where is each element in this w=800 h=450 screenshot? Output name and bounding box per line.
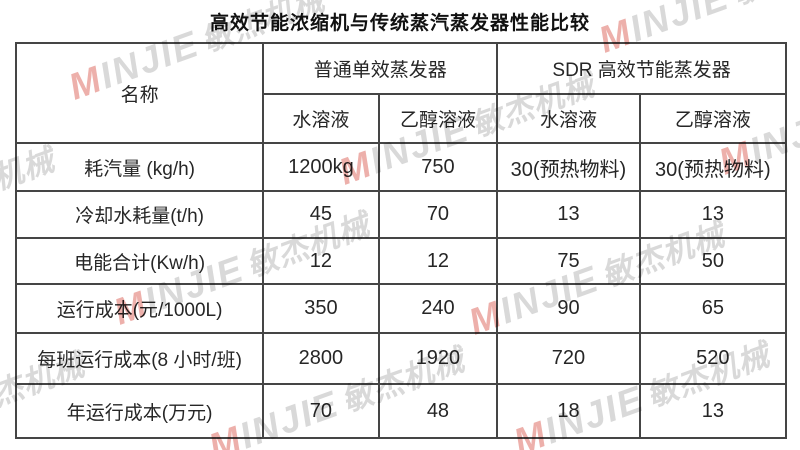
cell-value: 50 [638, 237, 788, 285]
cell-value: 720 [496, 332, 641, 385]
cell-value: 1200kg [262, 142, 380, 192]
cell-value: 70 [262, 383, 380, 439]
cell-value: 13 [638, 190, 788, 239]
row-label-electric-power: 电能合计(Kw/h) [14, 237, 265, 285]
comparison-table: 名称 普通单效蒸发器 SDR 高效节能蒸发器 水溶液 乙醇溶液 水溶液 乙醇溶液… [14, 42, 788, 439]
table-row: 耗汽量 (kg/h) 1200kg 750 30(预热物料) 30(预热物料) [14, 142, 788, 192]
table-row: 电能合计(Kw/h) 12 12 75 50 [14, 237, 788, 285]
table-row: 年运行成本(万元) 70 48 18 13 [14, 383, 788, 439]
cell-value: 2800 [262, 332, 380, 385]
cell-value: 65 [638, 283, 788, 334]
cell-value: 48 [377, 383, 499, 439]
cell-value: 240 [377, 283, 499, 334]
cell-value: 12 [262, 237, 380, 285]
column-group-sdr-evaporator: SDR 高效节能蒸发器 [496, 42, 787, 95]
cell-value: 1920 [377, 332, 499, 385]
subcolumn-ethanol-solution: 乙醇溶液 [377, 93, 499, 144]
cell-value: 12 [377, 237, 499, 285]
table-row: 运行成本(元/1000L) 350 240 90 65 [14, 283, 788, 334]
cell-value: 18 [496, 383, 641, 439]
cell-value: 13 [638, 383, 788, 439]
cell-value: 90 [496, 283, 641, 334]
cell-value: 75 [496, 237, 641, 285]
table-row: 每班运行成本(8 小时/班) 2800 1920 720 520 [14, 332, 788, 385]
cell-value: 45 [262, 190, 380, 239]
row-label-steam-consumption: 耗汽量 (kg/h) [14, 142, 265, 192]
cell-value: 13 [496, 190, 641, 239]
cell-value: 520 [638, 332, 788, 385]
column-header-name: 名称 [14, 42, 265, 144]
row-label-cooling-water: 冷却水耗量(t/h) [14, 190, 265, 239]
column-group-ordinary-evaporator: 普通单效蒸发器 [262, 42, 499, 95]
subcolumn-ethanol-solution: 乙醇溶液 [638, 93, 788, 144]
cell-value: 30(预热物料) [638, 142, 788, 192]
cell-value: 350 [262, 283, 380, 334]
subcolumn-water-solution: 水溶液 [262, 93, 380, 144]
table-row: 冷却水耗量(t/h) 45 70 13 13 [14, 190, 788, 239]
row-label-cost-per-shift: 每班运行成本(8 小时/班) [14, 332, 265, 385]
row-label-running-cost: 运行成本(元/1000L) [14, 283, 265, 334]
cell-value: 30(预热物料) [496, 142, 641, 192]
page-title: 高效节能浓缩机与传统蒸汽蒸发器性能比较 [209, 13, 590, 34]
row-label-annual-cost: 年运行成本(万元) [14, 383, 265, 439]
cell-value: 70 [377, 190, 499, 239]
cell-value: 750 [377, 142, 499, 192]
subcolumn-water-solution: 水溶液 [496, 93, 641, 144]
